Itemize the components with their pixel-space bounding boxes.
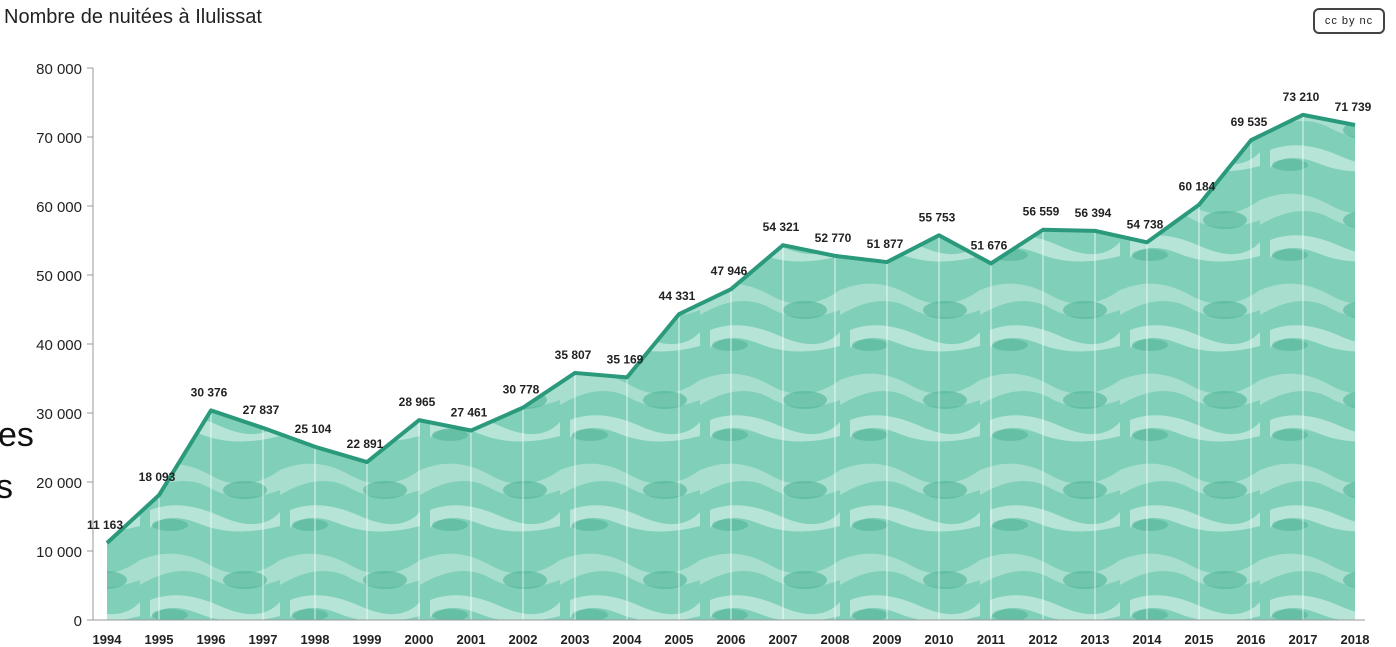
data-label: 54 321 [763, 220, 800, 234]
x-tick-label: 2013 [1081, 632, 1110, 647]
data-label: 52 770 [815, 231, 852, 245]
x-tick-label: 2014 [1133, 632, 1163, 647]
x-axis: 1994 1995 1996 1997 1998 1999 2000 2001 2002 2003… [93, 619, 1370, 647]
x-tick-label: 1994 [93, 632, 123, 647]
data-label: 47 946 [711, 264, 748, 278]
x-tick-label: 2015 [1185, 632, 1214, 647]
data-label: 51 877 [867, 237, 904, 251]
cropped-side-text-2: s [0, 468, 13, 506]
y-tick-label: 40 000 [36, 337, 82, 354]
data-label: 27 837 [243, 403, 280, 417]
data-label: 54 738 [1127, 217, 1164, 231]
x-tick-label: 1999 [353, 632, 382, 647]
data-label: 27 461 [451, 406, 488, 420]
data-label: 25 104 [295, 422, 332, 436]
plot-area [105, 112, 1356, 620]
x-tick-label: 1998 [301, 632, 330, 647]
x-tick-label: 2003 [561, 632, 590, 647]
x-tick-label: 2004 [613, 632, 643, 647]
data-label: 44 331 [659, 289, 696, 303]
x-tick-label: 2001 [457, 632, 486, 647]
x-tick-label: 2008 [821, 632, 850, 647]
x-tick-label: 1995 [145, 632, 174, 647]
data-label: 30 778 [503, 383, 540, 397]
data-label: 11 163 [87, 518, 123, 532]
x-tick-label: 2016 [1237, 632, 1266, 647]
data-label: 71 739 [1335, 100, 1372, 114]
y-axis: 0 10 000 20 000 30 000 40 000 50 000 60 000 70 … [36, 61, 94, 630]
x-tick-label: 1997 [249, 632, 278, 647]
y-tick-label: 20 000 [36, 475, 82, 492]
data-label: 18 093 [139, 470, 176, 484]
y-tick-label: 30 000 [36, 406, 82, 423]
series-line [105, 112, 1356, 545]
data-label: 30 376 [191, 385, 228, 399]
data-label: 28 965 [399, 395, 436, 409]
x-tick-label: 2002 [509, 632, 538, 647]
y-tick-label: 50 000 [36, 268, 82, 285]
x-tick-label: 2009 [873, 632, 902, 647]
y-tick-label: 0 [74, 613, 82, 630]
data-label: 56 559 [1023, 205, 1060, 219]
x-tick-label: 1996 [197, 632, 226, 647]
data-label: 55 753 [919, 210, 956, 224]
data-label: 35 807 [555, 348, 592, 362]
x-tick-label: 2018 [1341, 632, 1370, 647]
data-labels: 11 163 18 093 30 376 27 837 25 104 22 891 28 9… [87, 90, 1372, 532]
creative-commons-badge-icon: cc by nc [1313, 8, 1385, 34]
x-tick-label: 2012 [1029, 632, 1058, 647]
data-label: 60 184 [1179, 180, 1216, 194]
data-label: 51 676 [971, 238, 1008, 252]
data-label: 35 169 [607, 352, 644, 366]
x-tick-label: 2010 [925, 632, 954, 647]
y-tick-label: 60 000 [36, 199, 82, 216]
y-tick-label: 10 000 [36, 544, 82, 561]
y-tick-label: 70 000 [36, 130, 82, 147]
x-tick-label: 2005 [665, 632, 694, 647]
data-label: 22 891 [347, 437, 384, 451]
x-tick-label: 2017 [1289, 632, 1318, 647]
data-label: 73 210 [1283, 90, 1320, 104]
x-tick-label: 2011 [977, 632, 1005, 647]
x-tick-label: 2000 [405, 632, 434, 647]
x-tick-label: 2007 [769, 632, 798, 647]
y-tick-label: 80 000 [36, 61, 82, 78]
data-label: 56 394 [1075, 206, 1112, 220]
chart-title: Nombre de nuitées à Ilulissat [4, 6, 262, 28]
x-tick-label: 2006 [717, 632, 746, 647]
data-label: 69 535 [1231, 115, 1268, 129]
cropped-side-text: es [0, 416, 34, 454]
